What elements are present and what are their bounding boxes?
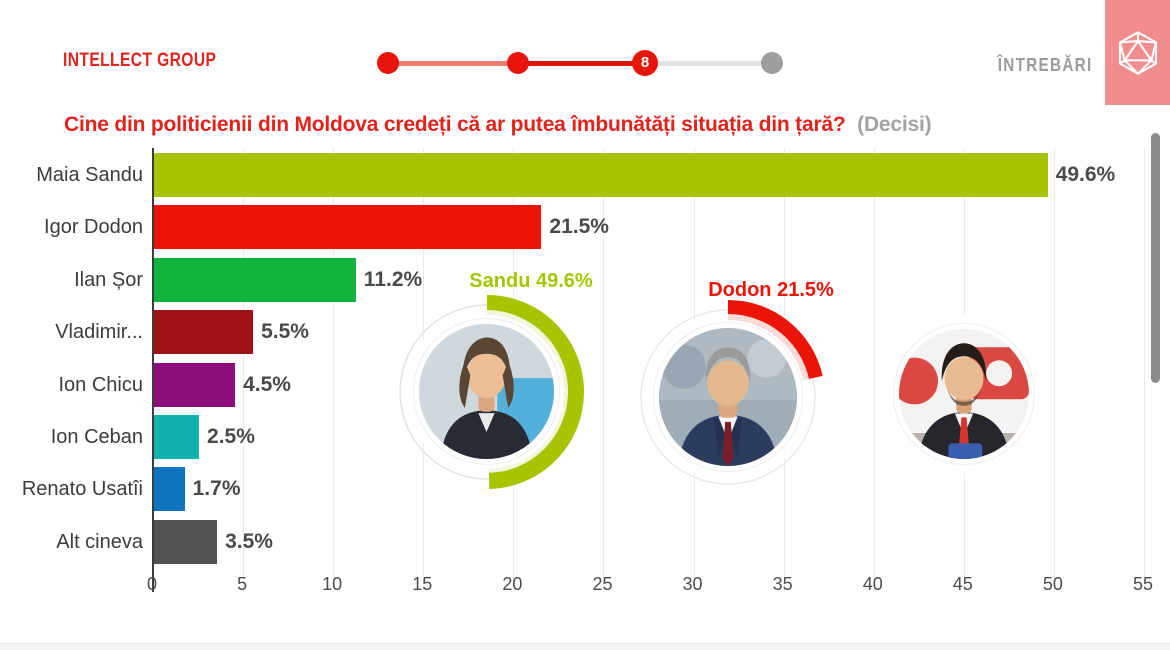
value-label: 49.6% <box>1055 163 1116 186</box>
value-label: 2.5% <box>207 425 255 448</box>
value-label: 3.5% <box>225 529 273 553</box>
maia-sandu-avatar <box>419 324 554 459</box>
question-text: Cine din politicienii din Moldova credeț… <box>64 113 846 136</box>
question-note: (Decisi) <box>857 113 932 136</box>
x-tick-label: 30 <box>682 574 703 594</box>
value-label: 1.7% <box>192 477 241 501</box>
igor-dodon-avatar <box>659 328 797 466</box>
sandu-donut-arc <box>390 295 584 489</box>
dodon-donut <box>631 300 825 494</box>
x-tick-label: 55 <box>1132 574 1154 594</box>
footer-strip <box>0 643 1170 650</box>
x-tick-label: 0 <box>146 574 157 594</box>
ilan-sor-avatar <box>899 329 1029 459</box>
dodon-callout-label: Dodon 21.5% <box>708 279 834 301</box>
scrollbar-thumb[interactable] <box>1151 133 1160 383</box>
x-axis: 0 5 10 15 20 25 30 35 40 45 50 55 <box>147 574 1153 596</box>
bar-chart: Maia Sandu Igor Dodon Ilan Șor Vladimir... I… <box>0 148 1170 618</box>
stepper-dot-3[interactable]: 8 <box>632 50 658 76</box>
x-tick-label: 35 <box>772 574 793 594</box>
y-axis-labels: Maia Sandu Igor Dodon Ilan Șor Vladimir... I… <box>0 148 143 592</box>
d20-dice-icon <box>1118 30 1157 75</box>
stepper-connector <box>518 61 645 66</box>
nav-questions-label[interactable]: ÎNTREBĂRI <box>997 55 1092 75</box>
value-label: 21.5% <box>549 215 609 239</box>
bar-4 <box>154 310 254 355</box>
category-label: Ion Ceban <box>50 426 143 448</box>
x-tick-label: 20 <box>502 574 523 594</box>
x-tick-label: 40 <box>862 574 883 594</box>
stepper-connector <box>388 61 518 66</box>
bar-7 <box>154 467 185 512</box>
gridline <box>603 148 605 592</box>
bar-1 <box>154 153 1048 197</box>
category-label: Alt cineva <box>56 530 143 553</box>
plot-area: 49.6% 21.5% 11.2% 5.5% 4.5% 2.5% 1.7% 3.5% <box>152 148 1145 592</box>
stepper-dot-1[interactable] <box>377 52 399 74</box>
page-title: Cine din politicienii din Moldova credeț… <box>64 113 932 137</box>
stepper-connector <box>645 61 772 66</box>
value-label: 11.2% <box>363 267 423 291</box>
value-label: 5.5% <box>261 320 309 344</box>
category-label: Igor Dodon <box>44 216 143 239</box>
stepper-dot-4[interactable] <box>761 52 783 74</box>
x-tick-label: 5 <box>237 574 248 594</box>
gridline <box>1053 148 1055 592</box>
corner-tile-button[interactable] <box>1105 0 1170 105</box>
dodon-donut-arc <box>631 300 825 494</box>
gridline <box>333 148 335 592</box>
bar-5 <box>154 362 236 407</box>
igor-dodon-photo <box>654 323 802 471</box>
category-label: Ilan Șor <box>74 268 143 291</box>
sandu-donut <box>390 295 584 489</box>
bar-3 <box>154 257 356 302</box>
stepper-dot-2[interactable] <box>507 52 529 74</box>
category-label: Vladimir... <box>55 321 143 344</box>
gridline <box>1144 148 1145 592</box>
category-label: Maia Sandu <box>36 164 143 186</box>
x-tick-label: 45 <box>952 574 973 594</box>
category-label: Renato Usatîi <box>21 478 143 501</box>
x-tick-label: 50 <box>1042 574 1063 594</box>
progress-stepper: 8 <box>377 50 783 76</box>
maia-sandu-photo <box>414 319 559 464</box>
x-tick-label: 10 <box>322 574 343 594</box>
gridline <box>873 148 875 592</box>
brand-logo: INTELLECT GROUP <box>63 50 217 71</box>
category-label: Ion Chicu <box>58 373 144 396</box>
bar-6 <box>154 415 200 459</box>
bar-8 <box>154 519 218 564</box>
x-tick-label: 15 <box>412 574 433 594</box>
value-label: 4.5% <box>243 372 291 396</box>
x-tick-label: 25 <box>592 574 613 594</box>
ilan-sor-photo <box>894 324 1034 464</box>
gridline <box>243 148 245 592</box>
sandu-callout-label: Sandu 49.6% <box>469 270 593 292</box>
bar-2 <box>154 205 542 250</box>
